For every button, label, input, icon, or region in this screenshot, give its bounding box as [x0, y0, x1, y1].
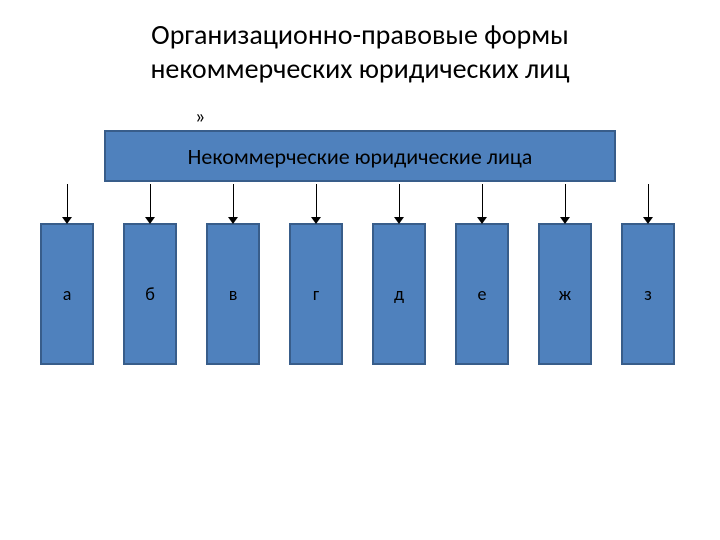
child-node: в: [206, 223, 260, 365]
arrow-line: [67, 184, 68, 218]
arrow-head-icon: [477, 217, 487, 224]
arrow-head-icon: [311, 217, 321, 224]
child-node: б: [123, 223, 177, 365]
child-node: е: [455, 223, 509, 365]
arrow-line: [150, 184, 151, 218]
child-label: д: [394, 283, 404, 305]
child-node: а: [40, 223, 94, 365]
arrow-head-icon: [228, 217, 238, 224]
arrow-line: [482, 184, 483, 218]
child-node: д: [372, 223, 426, 365]
child-label: а: [63, 283, 72, 305]
child-node: г: [289, 223, 343, 365]
arrow-line: [565, 184, 566, 218]
parent-node: Некоммерческие юридические лица: [104, 130, 616, 182]
arrow-head-icon: [394, 217, 404, 224]
arrow-line: [399, 184, 400, 218]
title-line-1: Организационно-правовые формы: [60, 18, 660, 52]
arrow-head-icon: [62, 217, 72, 224]
arrow-line: [316, 184, 317, 218]
parent-label: Некоммерческие юридические лица: [188, 143, 533, 170]
child-label: е: [478, 283, 487, 305]
child-label: ж: [559, 283, 571, 305]
diagram-title: Организационно-правовые формы некоммерче…: [0, 0, 720, 85]
arrow-line: [648, 184, 649, 218]
child-node: ж: [538, 223, 592, 365]
child-label: в: [229, 283, 238, 305]
child-label: г: [313, 283, 319, 305]
arrow-head-icon: [560, 217, 570, 224]
bullet-marker: »: [195, 105, 205, 129]
child-label: б: [145, 283, 155, 305]
child-node: з: [621, 223, 675, 365]
title-line-2: некоммерческих юридических лиц: [60, 52, 660, 86]
arrow-line: [233, 184, 234, 218]
arrow-head-icon: [145, 217, 155, 224]
arrow-head-icon: [643, 217, 653, 224]
child-label: з: [644, 283, 652, 305]
